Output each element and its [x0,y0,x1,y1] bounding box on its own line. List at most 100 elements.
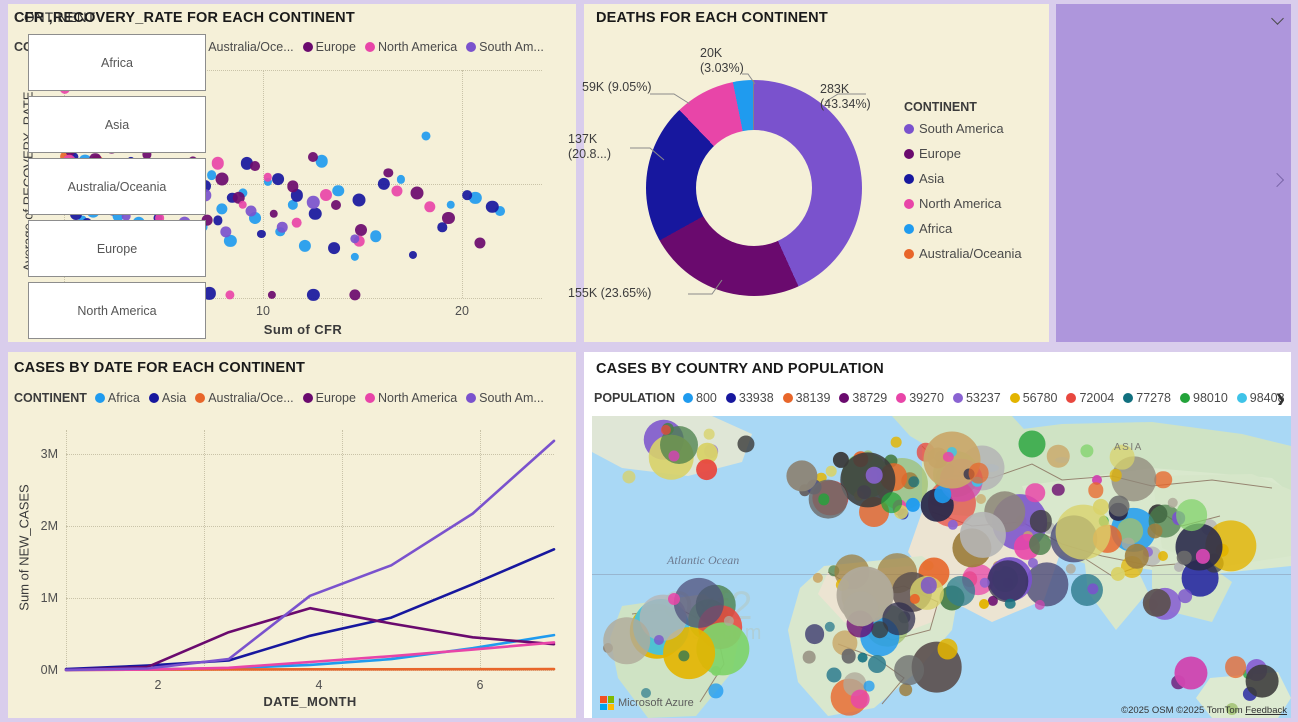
scatter-point[interactable] [112,210,124,222]
scatter-point[interactable] [220,226,232,238]
legend-item-africa[interactable]: Africa [94,391,140,405]
map-bubble[interactable] [668,450,680,462]
scatter-point[interactable] [142,149,152,159]
scatter-point[interactable] [424,201,436,213]
legend-more-chevron-icon[interactable]: ❯ [1274,391,1286,405]
donut-legend-item-south-america[interactable]: South America [904,121,1044,136]
legend-item-australia[interactable]: Australia/Oce... [195,391,294,405]
scatter-point[interactable] [352,193,366,207]
donut-legend-item-australia[interactable]: Australia/Oceania [904,246,1044,261]
map-bubble[interactable] [909,594,920,605]
scatter-point[interactable] [315,154,328,168]
donut-legend-item-asia[interactable]: Asia [904,171,1044,186]
map-bubble[interactable] [1174,562,1185,573]
map-bubble[interactable] [703,428,715,440]
map-bubble[interactable] [1027,558,1038,569]
scatter-point[interactable] [369,230,382,243]
map-bubble[interactable] [678,650,690,662]
chevron-right-icon[interactable] [1270,172,1288,190]
donut-legend-item-europe[interactable]: Europe [904,146,1044,161]
scatter-point[interactable] [396,175,405,184]
donut-legend-item-north-america[interactable]: North America [904,196,1044,211]
scatter-point[interactable] [276,222,288,233]
scatter-point[interactable] [355,223,368,236]
scatter-point[interactable] [240,157,254,170]
line-visual[interactable] [8,352,576,718]
scatter-point[interactable] [291,217,303,229]
map-bubble[interactable] [841,648,856,664]
map-legend[interactable]: POPULATION 800 33938 38139 38729 39270 5… [594,391,1286,405]
map-bubble[interactable] [1245,664,1279,698]
map-bubble[interactable] [1167,497,1179,508]
slicer-item-europe[interactable]: Europe [28,220,206,277]
scatter-point[interactable] [307,196,320,209]
map-bubble[interactable] [1018,430,1046,458]
map-bubble[interactable] [934,485,952,504]
map-bubble[interactable] [826,465,837,477]
map-bubble[interactable] [708,683,724,699]
map-bubble[interactable] [1025,483,1046,503]
map-bubble[interactable] [695,458,718,481]
map-bubble[interactable] [1174,656,1208,690]
map-bubble[interactable] [1004,598,1016,609]
scatter-point[interactable] [211,157,225,170]
scatter-point[interactable] [267,290,276,299]
map-bubble[interactable] [987,595,998,606]
slicer-item-australia-oceania[interactable]: Australia/Oceania [28,158,206,215]
map-bubble[interactable] [907,475,920,488]
legend-item-asia[interactable]: Asia [148,391,186,405]
map-bubble[interactable] [1091,475,1102,485]
line-series-south-america[interactable] [64,439,556,672]
map-bubble[interactable] [920,577,937,594]
map-feedback-link[interactable]: Feedback [1245,705,1287,716]
map-legend-item-3[interactable]: 38729 [839,391,887,405]
map-bubble[interactable] [943,451,954,462]
map-bubble[interactable] [857,652,869,664]
map-bubble[interactable] [1055,504,1111,560]
scatter-point[interactable] [409,250,418,259]
scatter-point[interactable] [350,252,360,262]
map-bubbles-layer[interactable] [592,416,1291,718]
scatter-point[interactable] [390,185,403,197]
map-bubble[interactable] [1086,583,1099,595]
scatter-point[interactable] [250,160,261,171]
map-bubble[interactable] [826,667,842,683]
scatter-point[interactable] [331,199,342,210]
map-bubble[interactable] [850,689,870,709]
map-canvas[interactable]: Qxf2 mapsatcom Atlantic Ocean ASIA Micro… [592,416,1291,718]
map-bubble[interactable] [827,564,840,577]
scatter-point[interactable] [215,172,229,186]
scatter-point[interactable] [446,200,455,209]
legend-item-south-america[interactable]: South Am... [466,391,544,405]
scatter-point[interactable] [287,199,298,210]
map-bubble[interactable] [640,688,651,699]
scatter-point[interactable] [224,234,237,248]
map-bubble[interactable] [1029,533,1052,556]
map-bubble[interactable] [1109,468,1123,482]
map-bubble[interactable] [976,494,986,504]
map-bubble[interactable] [1157,550,1168,561]
map-bubble[interactable] [947,519,958,531]
scatter-point[interactable] [495,206,506,217]
map-bubble[interactable] [868,655,887,673]
scatter-point[interactable] [298,239,312,252]
scatter-point[interactable] [308,151,319,162]
legend-item-europe[interactable]: Europe [302,40,356,54]
map-bubble[interactable] [1080,444,1094,458]
map-bubble[interactable] [1178,589,1193,604]
line-series-europe[interactable] [64,606,556,672]
scatter-point[interactable] [437,222,447,233]
scatter-point[interactable] [216,203,228,215]
scatter-point[interactable] [257,230,266,239]
map-bubble[interactable] [815,472,827,484]
map-bubble[interactable] [1065,563,1076,574]
map-bubble[interactable] [1109,444,1135,470]
map-legend-item-1[interactable]: 33938 [725,391,774,405]
map-bubble[interactable] [673,577,724,629]
map-bubble[interactable] [802,650,816,664]
map-bubble[interactable] [737,435,755,453]
scatter-point[interactable] [353,235,365,247]
legend-item-australia[interactable]: Australia/Oce... [195,40,294,54]
map-bubble[interactable] [1175,499,1208,531]
map-bubble[interactable] [812,572,824,583]
